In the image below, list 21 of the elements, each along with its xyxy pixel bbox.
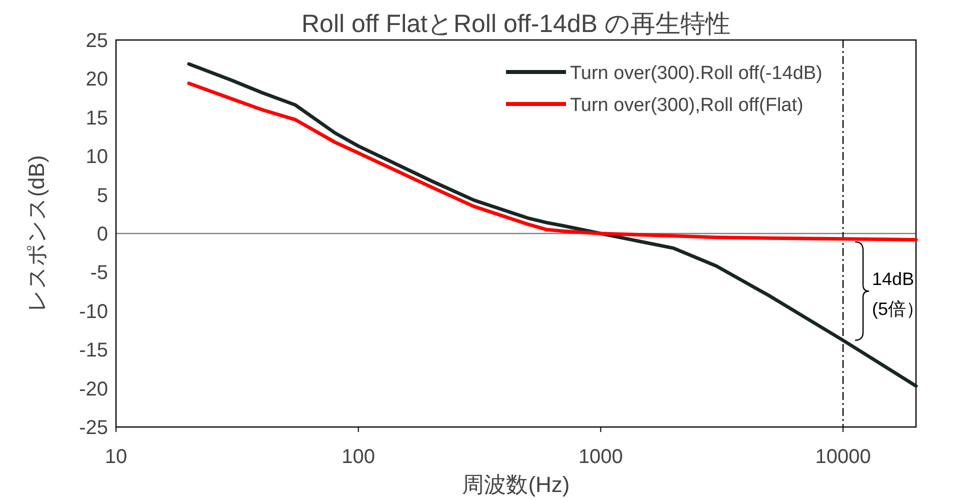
y-tick-label: 15	[86, 107, 108, 130]
annotation: (5倍）	[872, 299, 924, 320]
y-tick-label: 25	[86, 30, 108, 52]
y-tick-label: 10	[86, 146, 108, 168]
y-tick-label: -25	[79, 417, 108, 439]
y-tick-label: 20	[86, 68, 108, 91]
x-tick-label: 100	[342, 446, 376, 468]
y-tick-label: -20	[79, 378, 108, 400]
y-tick-label: -15	[79, 340, 108, 362]
x-tick-label: 1000	[578, 446, 623, 468]
chart-title: Roll off FlatとRoll off-14dB の再生特性	[302, 10, 730, 38]
y-axis-title: レスポンス(dB)	[24, 155, 49, 312]
x-tick-label: 10000	[815, 446, 871, 468]
legend-label: Turn over(300).Roll off(-14dB)	[570, 63, 822, 84]
y-tick-label: -10	[79, 300, 108, 323]
y-tick-label: -5	[90, 262, 108, 284]
y-tick-label: 0	[96, 224, 108, 246]
x-axis-title: 周波数(Hz)	[462, 472, 570, 497]
annotation: 14dB	[872, 269, 914, 290]
legend-label: Turn over(300),Roll off(Flat)	[570, 95, 804, 116]
y-tick-label: 5	[96, 184, 108, 207]
